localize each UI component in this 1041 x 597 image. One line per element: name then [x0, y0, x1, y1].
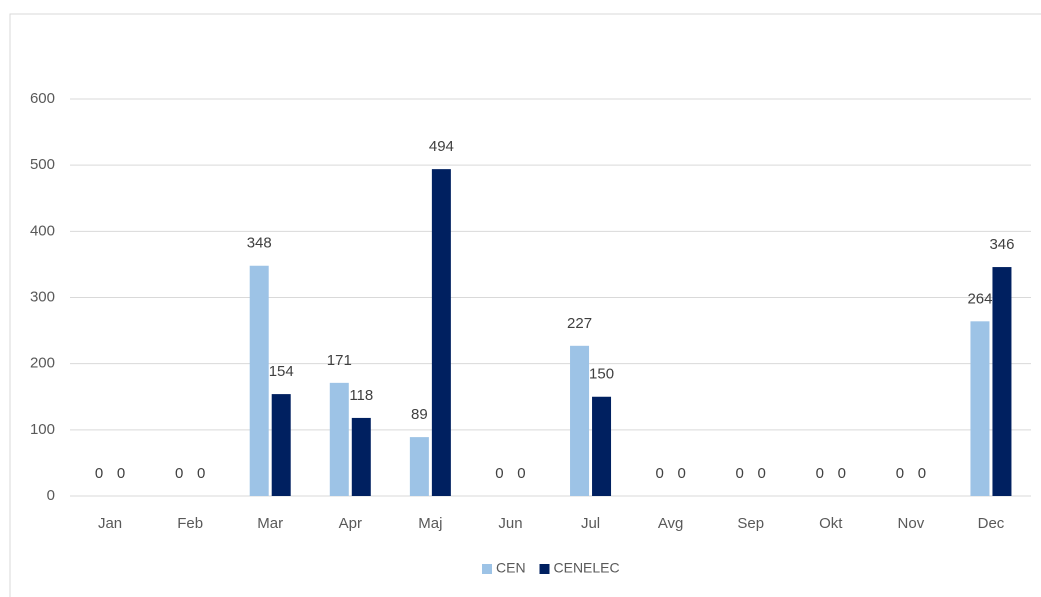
data-label: 0 [95, 465, 103, 482]
x-tick-label: Jul [581, 515, 600, 532]
data-label: 0 [896, 465, 904, 482]
x-tick-label: Avg [658, 515, 684, 532]
y-tick-label: 0 [47, 487, 55, 504]
y-tick-label: 300 [30, 288, 55, 305]
data-label: 0 [838, 465, 846, 482]
data-label: 346 [989, 236, 1014, 253]
data-label: 89 [411, 406, 428, 423]
legend-label: CENELEC [554, 560, 620, 576]
data-label: 0 [736, 465, 744, 482]
data-label: 0 [816, 465, 824, 482]
data-label: 154 [269, 363, 294, 380]
bar [409, 437, 429, 496]
data-label: 0 [758, 465, 766, 482]
bar [592, 396, 612, 496]
data-label: 0 [655, 465, 663, 482]
y-tick-label: 400 [30, 222, 55, 239]
x-tick-label: Feb [177, 515, 203, 532]
bar [329, 382, 349, 496]
data-label: 0 [677, 465, 685, 482]
y-tick-label: 200 [30, 355, 55, 372]
x-tick-label: Jun [498, 515, 522, 532]
x-tick-label: Maj [418, 515, 442, 532]
bar [431, 169, 451, 497]
data-label: 0 [918, 465, 926, 482]
bar [271, 394, 291, 496]
legend-label: CEN [496, 560, 526, 576]
bar [992, 267, 1012, 496]
x-tick-label: Sep [737, 515, 764, 532]
bar [351, 417, 371, 496]
data-label: 0 [175, 465, 183, 482]
data-label: 0 [517, 465, 525, 482]
bar [249, 265, 269, 496]
y-tick-label: 100 [30, 421, 55, 438]
bar [570, 345, 590, 496]
y-tick-label: 600 [30, 90, 55, 107]
x-tick-label: Apr [339, 515, 362, 532]
x-tick-label: Mar [257, 515, 283, 532]
bar [970, 321, 990, 496]
chart-frame [9, 13, 1041, 597]
legend-swatch [482, 564, 492, 574]
data-label: 0 [495, 465, 503, 482]
data-label: 171 [327, 352, 352, 369]
x-tick-label: Okt [819, 515, 843, 532]
legend-swatch [539, 564, 550, 574]
data-label: 118 [349, 387, 373, 404]
data-label: 348 [247, 235, 272, 252]
x-tick-label: Nov [898, 515, 925, 532]
data-label: 0 [117, 465, 125, 482]
x-tick-label: Dec [978, 515, 1005, 532]
data-label: 227 [567, 315, 592, 332]
y-tick-label: 500 [30, 156, 55, 173]
data-label: 0 [197, 465, 205, 482]
data-label: 264 [967, 290, 992, 307]
data-label: 494 [429, 138, 454, 155]
data-label: 150 [589, 366, 614, 383]
x-tick-label: Jan [98, 515, 122, 532]
